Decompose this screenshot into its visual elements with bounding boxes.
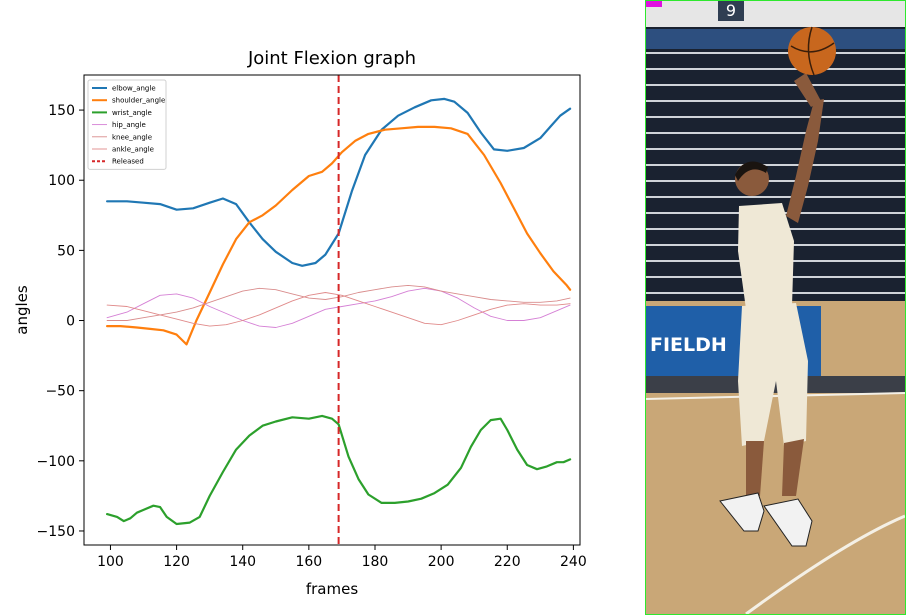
player: [719, 26, 836, 547]
y-axis-title: angles: [13, 285, 31, 335]
series-line-elbow-angle: [106, 97, 572, 267]
plot-frame: [83, 74, 581, 546]
left-leg: [746, 441, 764, 496]
left-shoe: [719, 492, 765, 532]
court-line: [745, 514, 905, 614]
ball-seam: [790, 26, 835, 76]
y-tick-label: 150: [48, 103, 75, 119]
banner-text: FIELDH: [650, 334, 727, 356]
legend-label: knee_angle: [112, 133, 152, 141]
bleacher-rows: [646, 52, 905, 294]
frame-marker: [646, 1, 662, 7]
y-tick-label: −50: [45, 384, 75, 400]
hair: [735, 161, 768, 181]
y-tick-label: −100: [37, 454, 75, 470]
series-line-hip-angle: [106, 287, 571, 328]
series-layer: [106, 97, 572, 526]
legend-label: ankle_angle: [112, 146, 154, 154]
y-tick-label: 0: [66, 314, 75, 330]
raised-arm: [786, 99, 824, 223]
plot-background: [84, 75, 580, 545]
legend: elbow_angle shoulder_angle wrist_angle hip_…: [87, 79, 167, 170]
jersey: [738, 203, 794, 309]
legend-label: Released: [112, 158, 144, 166]
x-tick-label: 100: [97, 554, 124, 570]
x-tick-label: 140: [229, 554, 256, 570]
x-axis: 100 120 140 160 180 200 220 240: [97, 545, 587, 570]
wall-strip: [646, 376, 905, 396]
y-tick-label: 100: [48, 173, 75, 189]
series-line-wrist-angle: [106, 414, 572, 526]
x-tick-label: 220: [494, 554, 521, 570]
legend-label: shoulder_angle: [112, 97, 165, 105]
seats-row: [646, 29, 905, 49]
y-tick-label: 50: [57, 243, 75, 259]
chart-title: Joint Flexion graph: [247, 48, 416, 69]
forearm: [794, 73, 821, 107]
series-line-shoulder-angle: [106, 125, 572, 346]
joint-flexion-chart: 100 120 140 160 180 200 220 240 −150 −100 −50 0 50 1…: [13, 48, 587, 598]
basketball: [788, 27, 836, 75]
shorts: [738, 303, 808, 446]
series-line-knee-angle: [106, 284, 571, 321]
number-sign-text: 9: [726, 1, 736, 20]
x-tick-label: 200: [428, 554, 455, 570]
shooting-video-frame: 9 FIELDH: [645, 0, 906, 615]
legend-label: hip_angle: [112, 121, 146, 129]
right-leg: [782, 439, 804, 496]
number-sign: [718, 1, 744, 21]
y-tick-label: −150: [37, 524, 75, 540]
upper-wall: [646, 1, 905, 27]
baseline: [646, 392, 905, 400]
series-line-ankle-angle: [106, 292, 571, 327]
x-tick-label: 160: [295, 554, 322, 570]
legend-label: wrist_angle: [112, 109, 152, 117]
x-tick-label: 180: [362, 554, 389, 570]
x-tick-label: 240: [560, 554, 587, 570]
player-photo: 9 FIELDH: [646, 1, 905, 614]
chart-svg: 100 120 140 160 180 200 220 240 −150 −100 −50 0 50 1…: [13, 48, 587, 598]
x-tick-label: 120: [163, 554, 190, 570]
legend-box: [87, 79, 167, 170]
legend-label: elbow_angle: [112, 85, 156, 93]
right-shoe: [763, 498, 813, 547]
y-axis: −150 −100 −50 0 50 100 150: [37, 103, 84, 540]
x-axis-title: frames: [306, 580, 358, 598]
